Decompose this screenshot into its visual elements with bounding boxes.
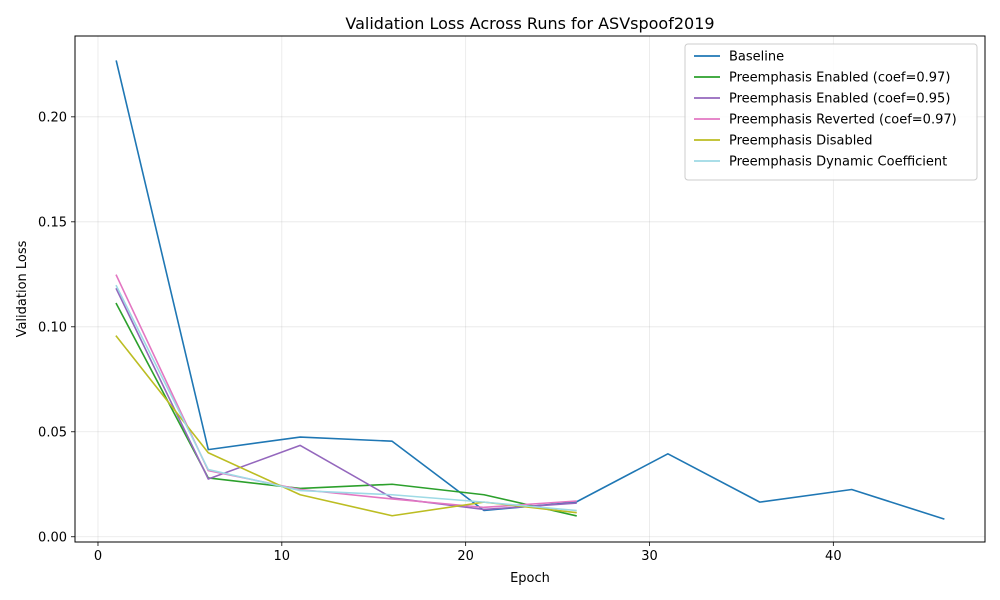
x-tick-label: 20 [457,549,474,564]
y-axis-label: Validation Loss [15,240,30,337]
chart-title: Validation Loss Across Runs for ASVspoof… [345,14,714,33]
legend-label: Preemphasis Enabled (coef=0.95) [729,92,950,107]
legend: Baseline Preemphasis Enabled (coef=0.97) P… [684,43,978,181]
y-tick-label: 0.05 [38,425,67,440]
legend-label: Baseline [729,50,784,65]
x-tick-label: 30 [641,549,658,564]
legend-label: Preemphasis Reverted (coef=0.97) [729,113,957,128]
x-tick-label: 10 [274,549,291,564]
x-tick-label: 0 [94,549,102,564]
x-tick-label: 40 [825,549,842,564]
legend-label: Preemphasis Dynamic Coefficient [729,155,947,170]
legend-label: Preemphasis Disabled [729,134,873,149]
series-lines [115,60,945,520]
y-tick-label: 0.10 [38,320,67,335]
y-tick-label: 0.00 [38,530,67,545]
legend-box [684,43,978,181]
x-axis-label: Epoch [510,571,550,586]
y-tick-label: 0.15 [38,215,67,230]
y-tick-label: 0.20 [38,110,67,125]
legend-label: Preemphasis Enabled (coef=0.97) [729,71,950,86]
axis-ticks: 0 10 20 30 40 0.00 0.05 0.10 0.15 0.20 [38,110,842,564]
series-line [115,284,577,512]
series-line [115,287,577,511]
plot-frame [74,35,986,543]
